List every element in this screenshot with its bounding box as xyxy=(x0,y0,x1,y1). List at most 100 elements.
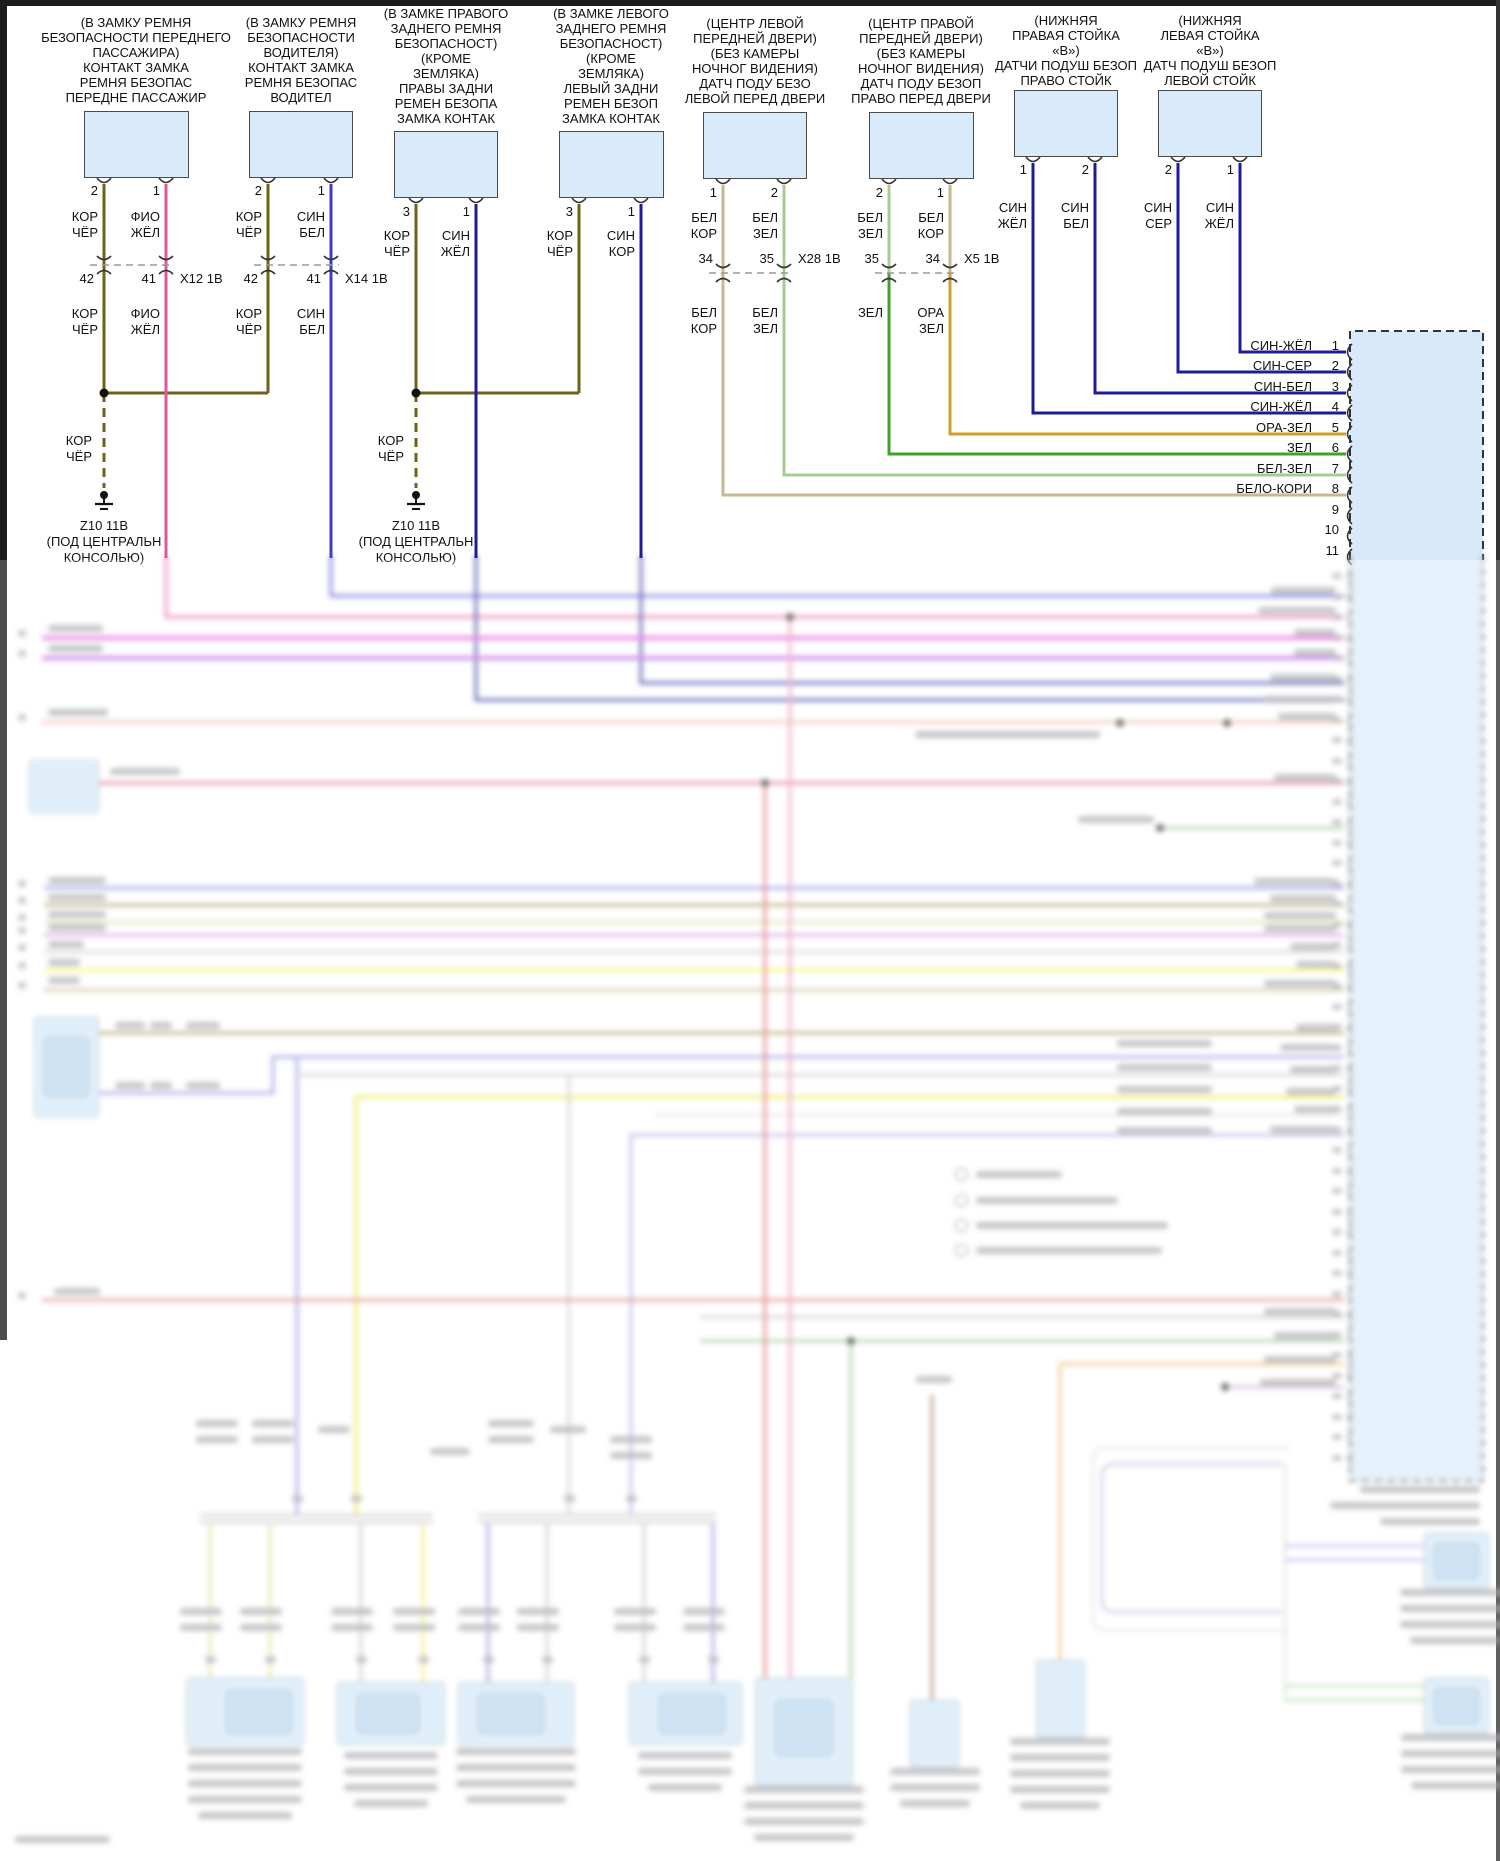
main-connector-pin-number: 2 xyxy=(1331,358,1339,373)
wire xyxy=(1101,1463,1282,1613)
legend-text-3 xyxy=(976,1222,1168,1229)
blurred-text xyxy=(639,1656,650,1663)
component-label-6: (ЦЕНТР ПРАВОЙ ПЕРЕДНЕЙ ДВЕРИ) (БЕЗ КАМЕРЫ Н… xyxy=(851,16,991,106)
blurred-pin-arc xyxy=(1347,1123,1353,1138)
wire-color-label: КОР ЧЁР xyxy=(546,228,573,259)
blurred-text xyxy=(18,914,26,921)
wire-color-label: СИН БЕЛ xyxy=(296,209,325,240)
pin-number: 2 xyxy=(90,183,98,198)
page-border-left xyxy=(0,0,7,1340)
blurred-text xyxy=(351,1495,362,1502)
blurred-pin-arc xyxy=(1347,836,1353,851)
component-label-3: (В ЗАМКЕ ПРАВОГО ЗАДНЕГО РЕМНЯ БЕЗОПАСНОСТ… xyxy=(383,6,509,126)
inline-connector-pin: 34 xyxy=(698,251,713,266)
blurred-text xyxy=(115,1022,145,1029)
blurred-pin-arc xyxy=(1347,1287,1353,1302)
blurred-text xyxy=(683,1624,725,1631)
blurred-text xyxy=(915,731,1100,738)
main-connector-pin-number: 9 xyxy=(1331,502,1339,517)
blurred-component-inner xyxy=(1434,1543,1479,1579)
blurred-text xyxy=(188,1748,302,1755)
blurred-text xyxy=(483,1656,494,1663)
blurred-wire-label xyxy=(1278,713,1336,720)
junction-dot xyxy=(1223,719,1231,727)
blurred-pin-arc xyxy=(1347,1185,1353,1199)
blurred-pin-arc xyxy=(1347,1082,1353,1097)
blurred-text xyxy=(18,714,26,721)
pin-number: 1 xyxy=(709,185,717,200)
blurred-text xyxy=(18,944,26,951)
blurred-text xyxy=(517,1608,559,1615)
ora-zel xyxy=(948,273,1346,436)
blurred-text xyxy=(754,1834,854,1841)
blurred-text xyxy=(744,1786,864,1793)
blurred-pin-arc xyxy=(1347,713,1353,728)
blurred-pin-number xyxy=(1332,921,1342,928)
pin-number: 1 xyxy=(317,183,325,198)
pin-notch xyxy=(715,178,731,185)
blurred-pin-number xyxy=(1332,696,1342,702)
connector-arc-lower xyxy=(323,269,339,275)
blurred-text xyxy=(48,977,80,984)
main-connector-pin-arc xyxy=(1346,527,1353,545)
wire xyxy=(329,556,1344,598)
main-connector-pin-arc xyxy=(1346,343,1353,361)
main-connector-pin-number: 6 xyxy=(1331,440,1339,455)
blurred-text xyxy=(1117,1108,1212,1115)
blurred-pin-number xyxy=(1332,1393,1342,1399)
blurred-text xyxy=(418,1656,429,1663)
blurred-wire-label xyxy=(1258,607,1336,614)
blurred-text xyxy=(1010,1770,1110,1777)
legend-symbol-3 xyxy=(955,1219,968,1232)
page-border-right xyxy=(1496,0,1500,1861)
blurred-pin-number xyxy=(1332,1249,1342,1256)
blurred-text xyxy=(188,1796,302,1803)
blurred-text xyxy=(626,1495,637,1502)
component-box-6 xyxy=(869,112,974,179)
blurred-text xyxy=(900,1800,970,1807)
blurred-text xyxy=(456,1748,576,1755)
main-connector-pin-number: 10 xyxy=(1324,522,1339,537)
blurred-text xyxy=(344,1768,438,1775)
legend-text-4 xyxy=(976,1247,1162,1254)
main-connector-pin-number: 5 xyxy=(1331,420,1339,435)
blurred-text xyxy=(1010,1754,1110,1761)
blurred-pin-arc xyxy=(1347,693,1353,707)
blurred-text xyxy=(344,1752,438,1759)
main-connector-pin-arc xyxy=(1346,404,1353,422)
blurred-text xyxy=(18,962,26,969)
blurred-wire-label xyxy=(1286,1088,1336,1095)
blurred-pin-arc xyxy=(1347,1431,1353,1445)
blurred-text xyxy=(1117,1064,1212,1071)
blurred-pin-number xyxy=(1332,1454,1342,1461)
pin-notch xyxy=(468,197,484,204)
blurred-component-inner xyxy=(478,1694,544,1734)
junction-dot xyxy=(99,388,109,398)
blurred-pin-number xyxy=(1332,1352,1342,1358)
pin-number: 1 xyxy=(462,204,470,219)
legend-symbol-1 xyxy=(955,1168,968,1181)
blurred-text xyxy=(188,1780,302,1787)
ground-label: Z10 11В (ПОД ЦЕНТРАЛЬН КОНСОЛЬЮ) xyxy=(358,518,474,565)
blurred-text xyxy=(48,709,108,716)
blurred-text xyxy=(15,1836,110,1843)
blurred-text xyxy=(1401,1734,1500,1741)
blurred-component-inner xyxy=(357,1694,419,1734)
page-border-top xyxy=(0,0,1500,6)
blurred-pin-arc xyxy=(1347,1369,1353,1384)
main-connector-wire-label: БЕЛО-КОРИ xyxy=(1236,481,1312,496)
wire xyxy=(354,1095,1344,1515)
blurred-component-box-1 xyxy=(29,760,99,813)
blurred-text xyxy=(150,1022,172,1029)
main-connector-pin-arc xyxy=(1346,486,1353,504)
blurred-pin-arc xyxy=(1347,1390,1353,1404)
blurred-pin-number xyxy=(1332,819,1342,825)
blurred-text xyxy=(115,1082,145,1089)
blurred-text xyxy=(48,877,106,884)
blurred-pin-arc xyxy=(1347,795,1353,810)
blurred-text xyxy=(18,897,26,904)
blurred-pin-arc xyxy=(1347,754,1353,769)
blurred-text xyxy=(48,941,84,948)
blurred-text xyxy=(550,1426,586,1433)
